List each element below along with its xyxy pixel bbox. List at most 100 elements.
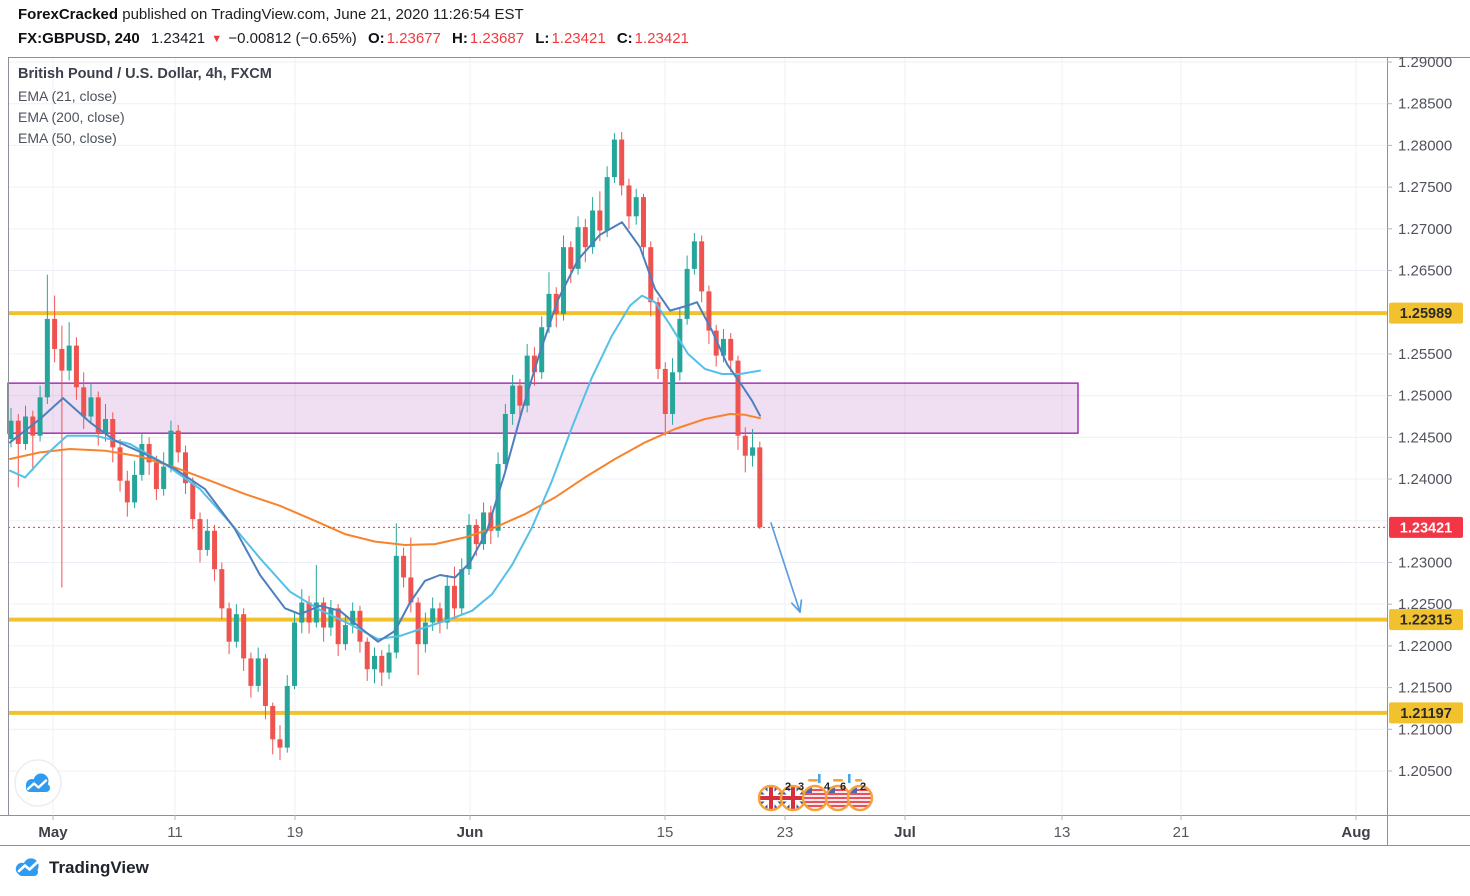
candle-body: [161, 466, 167, 490]
symbol-name: FX:GBPUSD, 240: [18, 30, 140, 47]
price-tick-label: 1.27000: [1398, 221, 1452, 238]
candle: [655, 297, 661, 379]
candle: [262, 654, 268, 720]
candle-body: [342, 625, 348, 645]
candle-body: [197, 519, 203, 550]
candle: [342, 614, 348, 651]
candle-body: [444, 585, 450, 623]
time-tick-label: 11: [167, 824, 183, 841]
candle-body: [582, 227, 588, 248]
time-tick-label: 19: [287, 824, 304, 841]
candle: [437, 602, 443, 634]
price-badge-bg: [1389, 516, 1463, 538]
candle: [415, 597, 421, 676]
candle-body: [146, 444, 152, 463]
candle: [691, 232, 697, 275]
time-tick-label: Jul: [894, 824, 916, 841]
candle: [611, 132, 617, 183]
high-value: 1.23687: [469, 30, 525, 47]
candle: [153, 455, 159, 500]
candle: [750, 429, 756, 467]
candle-body: [241, 614, 247, 659]
candle: [677, 308, 683, 381]
event-flag-uk-icon[interactable]: [779, 784, 807, 812]
candle-body: [132, 474, 138, 503]
price-badge-label: 1.22315: [1400, 613, 1452, 629]
time-tick-label: 15: [657, 824, 674, 841]
legend-symbol-title: British Pound / U.S. Dollar, 4h, FXCM: [18, 66, 272, 82]
candle-body: [372, 655, 377, 670]
candle: [633, 188, 639, 225]
candle-body: [750, 447, 756, 456]
time-tick-label: Jun: [457, 824, 484, 841]
candle-body: [735, 360, 741, 436]
event-flag-uk-icon[interactable]: [757, 784, 785, 812]
tradingview-logo-text: TradingView: [49, 858, 149, 877]
candle-body: [52, 318, 58, 349]
candle-body: [691, 241, 697, 269]
close-label: C:: [616, 30, 633, 47]
candle: [531, 347, 537, 386]
event-dash: [833, 779, 843, 782]
candle-body: [415, 602, 421, 645]
candle-body: [277, 739, 283, 748]
candle: [226, 602, 232, 655]
price-tick-label: 1.23000: [1398, 554, 1452, 571]
candle-body: [335, 608, 341, 645]
candle-body: [451, 585, 457, 609]
tradingview-cloud-icon: [15, 858, 39, 876]
candle: [640, 193, 646, 259]
candle: [335, 604, 341, 656]
brand-name: ForexCracked: [18, 6, 119, 23]
byline-text: published on TradingView.com, June 21, 2…: [118, 6, 524, 23]
candle: [757, 441, 763, 530]
candle-body: [757, 447, 763, 528]
candle: [255, 647, 261, 692]
candle: [350, 602, 356, 634]
price-badge-label: 1.21197: [1400, 706, 1452, 722]
close-value: 1.23421: [634, 30, 689, 47]
candle-body: [459, 569, 465, 609]
price-axis[interactable]: 1.29000 1.28500 1.28000 1.27500 1.27000 1.265…: [1387, 54, 1463, 780]
candle-body: [233, 614, 239, 642]
price-tick-label: 1.28500: [1398, 96, 1452, 113]
candle-body: [677, 318, 683, 373]
candle-body: [386, 652, 392, 673]
event-flag-us-icon[interactable]: [846, 784, 874, 812]
legend-indicator-ema200: EMA (200, close): [18, 109, 125, 125]
candle: [379, 650, 385, 686]
candle: [175, 424, 181, 463]
candle: [684, 255, 690, 325]
candle-body: [655, 302, 661, 369]
tradingview-logo[interactable]: TradingView: [14, 858, 149, 878]
candle-body: [66, 345, 72, 371]
price-change: −0.00812 (−0.65%): [228, 30, 357, 47]
candle: [597, 191, 603, 242]
candle: [248, 652, 254, 698]
candle-body: [110, 419, 116, 448]
candle-body: [270, 705, 276, 740]
event-flag-us-icon[interactable]: [824, 784, 852, 812]
candle: [30, 410, 36, 471]
price-tick-label: 1.24500: [1398, 429, 1452, 446]
candle: [619, 132, 625, 196]
candle: [699, 235, 705, 303]
candle: [37, 385, 43, 442]
candle: [517, 378, 523, 420]
price-tick-label: 1.24000: [1398, 471, 1452, 488]
candle: [15, 413, 21, 488]
candle: [277, 725, 283, 761]
candle: [422, 612, 428, 653]
event-count-label: 6: [840, 781, 846, 793]
candle-body: [633, 197, 639, 217]
time-axis[interactable]: May 11 19 Jun 15 23 Jul 13 21 Aug: [38, 815, 1371, 841]
price-badge: 1.21197: [1389, 702, 1463, 724]
open-value: 1.23677: [386, 30, 441, 47]
candle: [626, 178, 632, 229]
forecast-arrow: [770, 522, 803, 613]
ema-50-line: [9, 294, 761, 641]
candle-body: [103, 419, 109, 434]
candle-body: [466, 524, 472, 570]
